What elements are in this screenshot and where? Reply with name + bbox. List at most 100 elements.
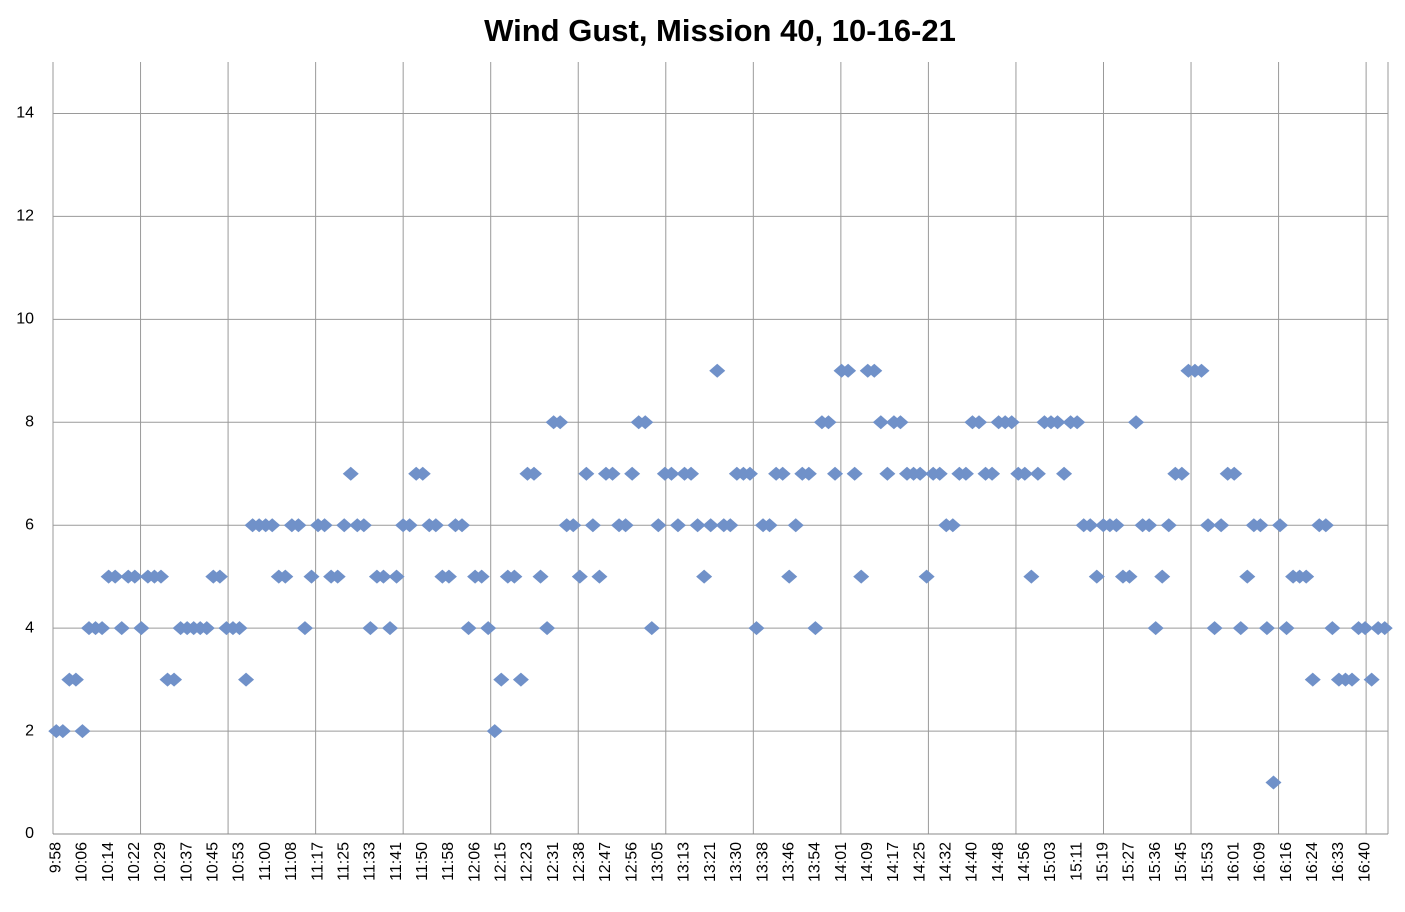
point — [892, 415, 909, 430]
point — [1363, 672, 1380, 687]
x-tick-label: 14:56 — [1016, 842, 1033, 882]
point — [918, 569, 935, 584]
point — [94, 621, 111, 636]
point — [362, 621, 379, 636]
x-tick-label: 11:00 — [257, 842, 274, 881]
x-tick-label: 13:13 — [676, 842, 693, 882]
point — [152, 569, 169, 584]
y-tick-label: 6 — [25, 516, 34, 533]
point — [290, 518, 307, 533]
point — [984, 466, 1001, 481]
point — [591, 569, 608, 584]
point — [1128, 415, 1145, 430]
point — [532, 569, 549, 584]
x-tick-label: 14:32 — [937, 842, 954, 882]
x-tick-label: 14:01 — [833, 842, 850, 882]
x-tick-label: 12:56 — [623, 842, 640, 882]
point — [336, 518, 353, 533]
x-tick-label: 14:40 — [964, 842, 981, 882]
x-tick-label: 14:17 — [885, 842, 902, 882]
point — [702, 518, 719, 533]
point — [1226, 466, 1243, 481]
x-tick-label: 15:27 — [1121, 842, 1138, 882]
point — [1088, 569, 1105, 584]
x-tick-label: 16:16 — [1278, 842, 1295, 882]
x-tick-label: 10:14 — [100, 842, 117, 882]
point — [827, 466, 844, 481]
x-tick-label: 9:58 — [47, 842, 64, 873]
point — [480, 621, 497, 636]
x-tick-label: 13:38 — [754, 842, 771, 882]
x-tick-label: 10:22 — [126, 842, 143, 882]
point — [571, 569, 588, 584]
point — [669, 518, 686, 533]
point — [1272, 518, 1289, 533]
y-tick-label: 4 — [25, 619, 34, 636]
x-tick-label: 16:24 — [1304, 842, 1321, 882]
point — [512, 672, 529, 687]
x-tick-label: 10:29 — [152, 842, 169, 882]
x-tick-label: 11:08 — [283, 842, 300, 881]
point — [970, 415, 987, 430]
point — [1049, 415, 1066, 430]
point — [375, 569, 392, 584]
point — [1324, 621, 1341, 636]
point — [604, 466, 621, 481]
point — [637, 415, 654, 430]
point — [1206, 621, 1223, 636]
point — [722, 518, 739, 533]
point — [113, 621, 130, 636]
x-tick-label: 16:40 — [1356, 842, 1373, 882]
point — [1141, 518, 1158, 533]
x-tick-label: 14:09 — [859, 842, 876, 882]
point — [342, 466, 359, 481]
point — [355, 518, 372, 533]
x-tick-label: 12:31 — [545, 842, 562, 882]
x-tick-label: 15:19 — [1095, 842, 1112, 882]
x-tick-label: 12:47 — [597, 842, 614, 882]
point — [957, 466, 974, 481]
point — [1357, 621, 1374, 636]
x-tick-label: 15:53 — [1199, 842, 1216, 882]
point — [552, 415, 569, 430]
point — [329, 569, 346, 584]
point — [931, 466, 948, 481]
point — [1016, 466, 1033, 481]
point — [1147, 621, 1164, 636]
point — [761, 518, 778, 533]
x-tick-label: 11:17 — [309, 842, 326, 881]
point — [1317, 518, 1334, 533]
point — [617, 518, 634, 533]
point — [303, 569, 320, 584]
x-tick-label: 13:05 — [650, 842, 667, 882]
point — [460, 621, 477, 636]
point — [879, 466, 896, 481]
point — [126, 569, 143, 584]
x-tick-label: 10:37 — [178, 842, 195, 882]
point — [1258, 621, 1275, 636]
x-tick-label: 11:33 — [362, 842, 379, 881]
point — [1029, 466, 1046, 481]
x-tick-label: 16:01 — [1225, 842, 1242, 882]
x-tick-label: 13:21 — [702, 842, 719, 882]
point — [1160, 518, 1177, 533]
point — [316, 518, 333, 533]
point — [1193, 363, 1210, 378]
point — [663, 466, 680, 481]
point — [1304, 672, 1321, 687]
x-tick-label: 12:38 — [571, 842, 588, 882]
point — [539, 621, 556, 636]
point — [624, 466, 641, 481]
point — [689, 518, 706, 533]
point — [1298, 569, 1315, 584]
point — [1069, 415, 1086, 430]
point — [800, 466, 817, 481]
chart-title: Wind Gust, Mission 40, 10-16-21 — [484, 13, 956, 48]
x-tick-label: 15:36 — [1147, 842, 1164, 882]
point — [709, 363, 726, 378]
point — [414, 466, 431, 481]
x-tick-label: 13:30 — [728, 842, 745, 882]
point — [211, 569, 228, 584]
point — [1173, 466, 1190, 481]
x-tick-label: 13:46 — [780, 842, 797, 882]
